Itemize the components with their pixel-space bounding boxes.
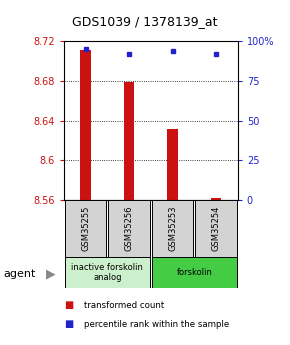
Bar (65, 200, 106, 257)
Bar (152, 200, 193, 257)
Text: ■: ■ (64, 300, 73, 310)
Text: GDS1039 / 1378139_at: GDS1039 / 1378139_at (72, 16, 218, 29)
Bar (211, 198, 222, 200)
Text: agent: agent (3, 269, 35, 279)
Text: ■: ■ (64, 319, 73, 329)
Text: ▶: ▶ (46, 268, 56, 281)
Bar (80, 50, 91, 200)
Text: GSM35256: GSM35256 (124, 206, 134, 251)
Text: transformed count: transformed count (84, 301, 164, 310)
Text: forskolin: forskolin (176, 268, 212, 277)
Text: GSM35253: GSM35253 (168, 206, 177, 251)
Bar (124, 82, 135, 200)
Bar (152, 257, 237, 288)
Bar (65, 257, 150, 288)
Bar (195, 200, 237, 257)
Text: percentile rank within the sample: percentile rank within the sample (84, 320, 229, 329)
Bar (167, 129, 178, 200)
Text: GSM35255: GSM35255 (81, 206, 90, 251)
Text: inactive forskolin
analog: inactive forskolin analog (71, 263, 143, 282)
Bar (108, 200, 150, 257)
Text: GSM35254: GSM35254 (211, 206, 221, 251)
